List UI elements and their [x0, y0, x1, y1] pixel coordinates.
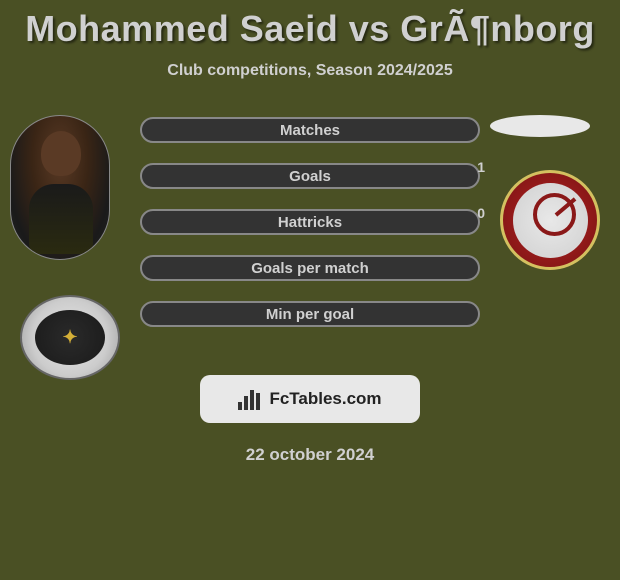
- club-badge-left: ✦: [20, 295, 120, 380]
- date-label: 22 october 2024: [0, 445, 620, 465]
- stat-bar-matches: Matches: [140, 117, 480, 143]
- club-badge-right: [500, 170, 600, 270]
- stat-bar-min-per-goal: Min per goal: [140, 301, 480, 327]
- stat-label: Goals: [289, 168, 331, 185]
- club-badge-left-inner: ✦: [35, 310, 105, 365]
- page-title: Mohammed Saeid vs GrÃ¶nborg: [0, 0, 620, 50]
- stat-value: 0: [477, 205, 485, 221]
- brand-footer: FcTables.com: [200, 375, 420, 423]
- stat-row: Matches: [140, 115, 480, 145]
- stat-bar-hattricks: Hattricks: [140, 209, 480, 235]
- stat-label: Hattricks: [278, 214, 342, 231]
- player-avatar-right-placeholder: [490, 115, 590, 137]
- brand-label: FcTables.com: [269, 389, 381, 409]
- stats-list: Matches Goals 1 Hattricks 0 Goals per ma…: [140, 115, 480, 345]
- page-subtitle: Club competitions, Season 2024/2025: [0, 62, 620, 80]
- stat-bar-goals-per-match: Goals per match: [140, 255, 480, 281]
- stat-row: Goals 1: [140, 161, 480, 191]
- player-avatar-left: [10, 115, 110, 260]
- stat-row: Hattricks 0: [140, 207, 480, 237]
- stat-value: 1: [477, 159, 485, 175]
- stat-bar-goals: Goals: [140, 163, 480, 189]
- stat-label: Min per goal: [266, 306, 354, 323]
- stat-label: Matches: [280, 122, 340, 139]
- stat-label: Goals per match: [251, 260, 369, 277]
- stat-row: Min per goal: [140, 299, 480, 329]
- club-badge-right-inner: [513, 183, 588, 258]
- bar-chart-icon: [238, 388, 264, 410]
- stat-row: Goals per match: [140, 253, 480, 283]
